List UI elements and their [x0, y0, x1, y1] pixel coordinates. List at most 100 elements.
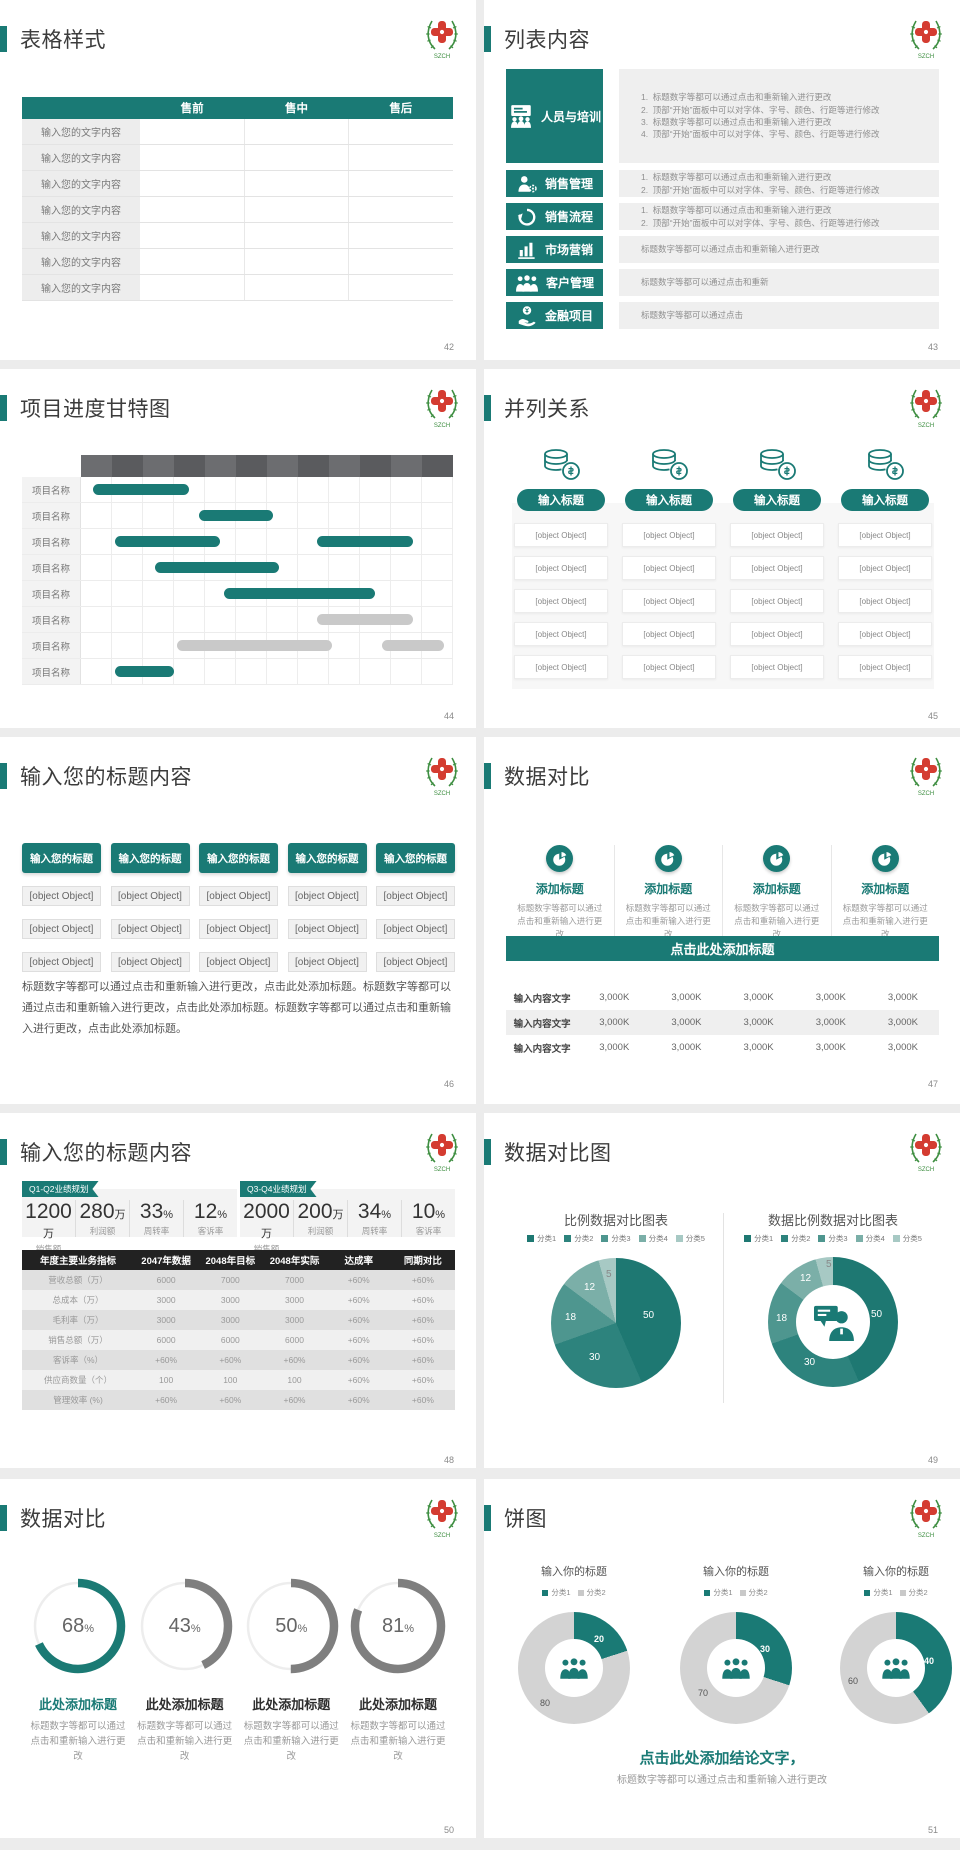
cell: 7000 [220, 1275, 240, 1285]
stat-label: 利润额 [89, 1226, 116, 1236]
step-column: 输入您的标题 [object Object] [object Object] [ob… [199, 843, 278, 972]
cell: 3,000K [815, 1017, 846, 1028]
stat: 33% 周转率 [129, 1200, 183, 1237]
month-label [174, 455, 205, 477]
slide-title-row: 表格样式 [0, 24, 106, 54]
cell: 3,000K [887, 992, 918, 1003]
gantt-bar [316, 536, 413, 547]
gantt-row: 项目名称 [22, 659, 453, 685]
list-item-content: 标题数字等都可以通过点击和重新输入进行更改 [619, 236, 939, 263]
empty-cell [244, 197, 350, 222]
list-item-label: 人员与培训 [506, 69, 603, 163]
donut-value-label: 70 [698, 1688, 709, 1698]
header-cell: 年度主要业务指标 [39, 1256, 116, 1267]
slide-51-thumbnail[interactable]: 饼图 输入你的标题 分类1 分类2 20 80 [484, 1479, 960, 1838]
group-legend: 分类1 分类2 [704, 1587, 768, 1598]
parallel-column: 输入标题 [object Object] [object Object] [obje… [514, 447, 608, 688]
donut-hole [796, 1285, 870, 1359]
pie-badge-icon [654, 845, 682, 872]
ring-progress-arc [350, 1578, 446, 1674]
chart-title: 比例数据对比图表 [563, 1213, 668, 1228]
progress-ring: 81 % [348, 1576, 448, 1676]
step-column: 输入您的标题 [object Object] [object Object] [ob… [287, 843, 367, 972]
progress-ring-item: 81 % 此处添加标题 标题数字等都可以通过点击和重新输入进行更改 [348, 1576, 448, 1764]
slide-45-thumbnail[interactable]: 并列关系 输入标题 [object Object] [object Object]… [484, 369, 960, 728]
legend-swatch [527, 1235, 535, 1242]
slide-42-thumbnail[interactable]: 表格样式 售前 售中 售后 输入您的文字内容 输入您的文字内容 [0, 0, 476, 360]
stat: 200万 利润额 [293, 1200, 347, 1237]
column-cards: [object Object] [object Object] [object Ob… [622, 523, 716, 688]
customer-group-icon [515, 273, 539, 293]
slide-48-thumbnail[interactable]: 输入您的标题内容 Q1-Q2业绩规划 1200万 销售额 280万 利润额 33… [0, 1113, 476, 1468]
slide-50-thumbnail[interactable]: 数据对比 68 % 此处添加标题 标题数字等都可以通 [0, 1479, 476, 1838]
slide-46-thumbnail[interactable]: 输入您的标题内容 输入您的标题 [object Object] [object O… [0, 737, 476, 1104]
empty-cell [140, 249, 245, 274]
slide-43-thumbnail[interactable]: 列表内容 人员与培训 1. 标题数字等都可以通过点击和重新输入进行更改 2. 顶… [484, 0, 960, 360]
list-item-label: 市场营销 [506, 236, 603, 263]
item-desc: 标题数字等都可以通过点击和重新输入进行更改 [137, 1721, 233, 1762]
cell: 3,000K [743, 1017, 774, 1028]
feature-title: 添加标题 [644, 882, 693, 896]
ring-progress-arc [244, 1578, 339, 1674]
donut-value-label: 40 [924, 1656, 935, 1666]
ring-icon [244, 1578, 339, 1674]
item-title: 此处添加标题 [252, 1697, 331, 1712]
table-header-row: 年度主要业务指标 2047年数据 2048年目标 2048年实际 达成率 同期对… [22, 1250, 455, 1270]
cell: 6000 [156, 1275, 176, 1285]
donut-value-label: 30 [804, 1357, 816, 1368]
item-title: 此处添加标题 [145, 1697, 224, 1712]
header-cell: 售中 [284, 103, 308, 115]
cell: 3,000K [887, 1042, 918, 1053]
pie-glyph-icon [551, 850, 569, 868]
slide-47-thumbnail[interactable]: 数据对比 添加标题 标题数字等都可以通过点击和重新输入进行更改 添加标题 标题数… [484, 737, 960, 1104]
pie-badge-icon [763, 845, 791, 872]
page-title: 表格样式 [20, 29, 106, 52]
legend-swatch [638, 1235, 646, 1242]
step-box: [object Object] [376, 919, 455, 939]
cell: 100 [223, 1375, 238, 1385]
legend-item: 分类2 [899, 1587, 928, 1598]
page-number: 45 [927, 711, 938, 721]
empty-cell [140, 145, 245, 170]
text-card: [object Object] [514, 523, 608, 547]
legend-swatch [704, 1589, 711, 1596]
ring-icon [137, 1578, 232, 1674]
step-box: [object Object] [199, 919, 278, 939]
legend-item: 分类1 [744, 1233, 773, 1244]
page-title: 数据对比图 [504, 1142, 612, 1165]
row-label-cell: 营收总额（万） [48, 1275, 108, 1285]
empty-cell [140, 275, 245, 300]
text-card: [object Object] [838, 556, 932, 580]
ring-progress-arc [30, 1578, 126, 1674]
stat-value: 1200 [25, 1200, 72, 1223]
steps: [object Object] [object Object] [object Ob… [287, 873, 367, 972]
steps: [object Object] [object Object] [object Ob… [110, 873, 190, 972]
stat-unit: 万 [43, 1228, 54, 1240]
training-people-icon [508, 104, 534, 128]
list-item-content: 标题数字等都可以通过点击和重新 [619, 269, 939, 296]
conclusion-note: 标题数字等都可以通过点击和重新输入进行更改 [617, 1775, 827, 1786]
gantt-bar [316, 614, 413, 625]
progress-ring: 43 % [135, 1576, 235, 1676]
cell: +60% [411, 1355, 434, 1365]
table-body: 输入您的文字内容 输入您的文字内容 输入您的文字内容 [22, 119, 454, 301]
stat-value: 34 [357, 1200, 382, 1223]
slide-44-thumbnail[interactable]: 项目进度甘特图 项目名称 项目名称 项目名称 项目名称 项目名称 项目名称 项目名称 项目名称… [0, 369, 476, 728]
percent-readout: 43 % [135, 1576, 235, 1676]
gantt-row: 项目名称 [22, 529, 453, 555]
cell: +60% [347, 1295, 370, 1305]
list-item: 销售管理 1. 标题数字等都可以通过点击和重新输入进行更改 2. 顶部“开始”面… [484, 170, 960, 197]
legend-item: 分类5 [892, 1233, 922, 1244]
table-row: 毛利率（万） 3000 3000 3000 +60% +60% [22, 1310, 455, 1330]
text-card: [object Object] [514, 622, 608, 646]
step-box: [object Object] [22, 919, 101, 939]
stat-unit: % [435, 1209, 446, 1221]
percent-value: 50 [275, 1614, 298, 1637]
column-title-pill: 输入标题 [625, 489, 713, 511]
step-box: [object Object] [376, 886, 455, 906]
szch-logo-icon [908, 1129, 944, 1173]
cell: 3,000K [671, 992, 702, 1003]
cell: +60% [411, 1335, 434, 1345]
gantt-row: 项目名称 [22, 503, 453, 529]
slide-49-thumbnail[interactable]: 数据对比图 比例数据对比图表 数据比例数据对比图表 分类1 分类2 分类3 分类4 分类… [484, 1113, 960, 1468]
